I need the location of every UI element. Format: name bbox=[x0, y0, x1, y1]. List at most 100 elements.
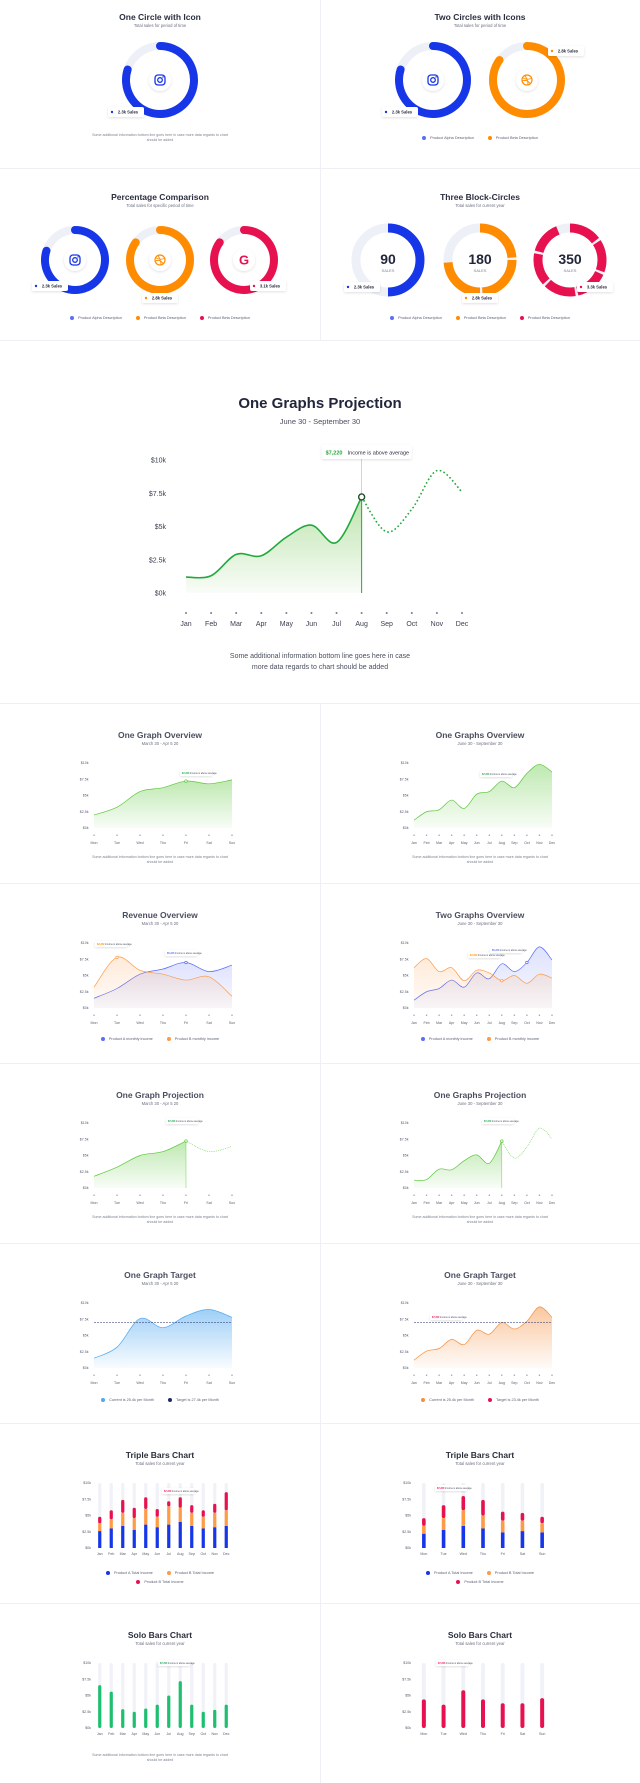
x-tick-label: Sat bbox=[206, 1381, 211, 1385]
chart-panel: One Graph Overview March 30 - Apr 5 20 $0k… bbox=[0, 703, 320, 883]
panel-subtitle: Total sales for period of time bbox=[133, 23, 187, 28]
badge-bg bbox=[32, 281, 68, 291]
icon-badge bbox=[149, 69, 171, 91]
panel-subtitle: March 30 - Apr 5 20 bbox=[141, 1281, 179, 1286]
bar-segment bbox=[213, 1512, 217, 1528]
x-tick-label: Thu bbox=[480, 1552, 486, 1556]
badge-text: 2.3k Sales bbox=[42, 284, 63, 289]
tooltip-value: $7,220 bbox=[437, 1487, 445, 1490]
bar-segment bbox=[461, 1496, 466, 1511]
x-tick-label: Sep bbox=[511, 1381, 517, 1385]
legend-item: Product Beta Description bbox=[199, 316, 250, 320]
x-tick-label: Aug bbox=[499, 841, 505, 845]
x-tick-label: Wed bbox=[460, 1732, 467, 1736]
icon-badge bbox=[64, 249, 86, 271]
y-tick-label: $2.5k bbox=[400, 1170, 409, 1174]
legend: Current is 25.4k per Month Target is 23.4… bbox=[320, 1398, 640, 1402]
chart-panel: Solo Bars Chart Total sales for current y… bbox=[320, 1603, 640, 1783]
legend-label: Product A Total Income bbox=[114, 1571, 153, 1575]
x-tick-dot bbox=[425, 834, 428, 836]
x-tick-label: Jan bbox=[411, 1201, 417, 1205]
tooltip-text: Income is above average bbox=[172, 1490, 199, 1493]
sales-badge: 3.3k Sales bbox=[577, 282, 613, 292]
x-tick-dot bbox=[463, 1014, 465, 1016]
legend-item: Product A Total Income bbox=[106, 1571, 153, 1575]
panel-subtitle: March 30 - Apr 5 20 bbox=[141, 921, 179, 926]
projection-line bbox=[501, 1127, 553, 1159]
tooltip-value: $7,220 bbox=[470, 954, 478, 957]
x-tick-label: Apr bbox=[449, 1021, 455, 1025]
x-tick-dot bbox=[162, 1374, 164, 1376]
x-tick-label: Apr bbox=[449, 841, 455, 845]
x-tick-dot bbox=[208, 1374, 210, 1376]
panel-subtitle: March 30 - Apr 5 20 bbox=[141, 741, 179, 746]
x-tick-dot bbox=[162, 1194, 164, 1196]
chart-svg: $0k $2.5k $5k $7.5k $10k Jan Feb Mar Apr May Jun Ju… bbox=[400, 1118, 555, 1205]
icon-part bbox=[154, 74, 166, 86]
divider bbox=[0, 168, 640, 169]
x-tick-dot bbox=[208, 834, 210, 836]
x-tick-label: Dec bbox=[549, 1021, 556, 1025]
highlight-point bbox=[115, 955, 119, 959]
legend: Product A monthly income Product B monthl… bbox=[0, 1037, 320, 1041]
x-tick-label: Nov bbox=[536, 1381, 543, 1385]
tooltip-value: $7,220 bbox=[182, 772, 190, 775]
instagram-icon bbox=[69, 254, 81, 266]
bar-segment bbox=[481, 1699, 485, 1728]
x-tick-label: Feb bbox=[108, 1732, 114, 1736]
y-tick-label: $10k bbox=[83, 1481, 91, 1485]
donut-caption: SALES bbox=[382, 268, 395, 273]
highlight-point bbox=[500, 1139, 504, 1143]
badge-text: 2.3k Sales bbox=[118, 110, 139, 115]
x-tick-label: Sat bbox=[520, 1552, 525, 1556]
series-line bbox=[413, 1140, 503, 1181]
y-tick-label: $10k bbox=[81, 1301, 89, 1305]
y-tick-label: $0k bbox=[403, 1366, 409, 1370]
x-tick-label: Jul bbox=[487, 1021, 492, 1025]
badge-bg bbox=[344, 282, 380, 292]
highlight-point bbox=[525, 960, 529, 965]
badge-bg bbox=[142, 293, 178, 303]
icon-part bbox=[77, 256, 79, 258]
chart-panel: Triple Bars Chart Total sales for current… bbox=[0, 1423, 320, 1603]
x-tick-dot bbox=[235, 612, 238, 614]
x-tick-label: Jun bbox=[474, 841, 480, 845]
highlight-point bbox=[184, 960, 188, 965]
legend: Product Alpha Description Product Beta D… bbox=[320, 136, 640, 140]
tooltip-value: $7,220 bbox=[482, 773, 490, 776]
x-tick-label: Jan bbox=[97, 1552, 103, 1556]
y-tick-label: $5k bbox=[403, 794, 409, 798]
legend-dot bbox=[486, 1037, 491, 1041]
bar-segment bbox=[167, 1695, 171, 1728]
sales-badge: 2.8k Sales bbox=[462, 293, 498, 303]
highlight-point bbox=[184, 779, 188, 783]
y-tick-label: $2.5k bbox=[80, 810, 89, 814]
tooltip-bg bbox=[435, 1485, 467, 1491]
x-tick-label: Apr bbox=[449, 1201, 455, 1205]
x-tick-dot bbox=[438, 1374, 440, 1376]
legend-label: Current is 25.4k per Month bbox=[429, 1398, 475, 1402]
y-tick-label: $7.5k bbox=[400, 1137, 409, 1141]
x-tick-label: Aug bbox=[177, 1732, 183, 1736]
x-tick-dot bbox=[335, 612, 338, 614]
projection-line bbox=[185, 1140, 233, 1153]
x-tick-label: Mar bbox=[120, 1732, 127, 1736]
donut-chart: 2.3k Sales 2.8k Sales bbox=[382, 42, 584, 118]
bar-segment bbox=[201, 1528, 205, 1548]
badge-text: 3.3k Sales bbox=[587, 285, 608, 290]
x-tick-dot bbox=[438, 1194, 440, 1196]
bar-segment bbox=[441, 1505, 446, 1519]
x-tick-label: Fri bbox=[501, 1732, 505, 1736]
donut-segment bbox=[533, 253, 550, 285]
bar-segment bbox=[213, 1527, 217, 1548]
tooltip-value: $7,220 bbox=[160, 1662, 168, 1665]
badge-bg bbox=[382, 107, 418, 117]
bar-segment bbox=[121, 1709, 125, 1728]
tooltip-text: Income is above average bbox=[492, 1120, 519, 1123]
tooltip-text: Income is above average bbox=[440, 1316, 467, 1319]
icon-part: G bbox=[239, 253, 249, 268]
x-tick-dot bbox=[513, 1014, 516, 1016]
x-tick-label: Mon bbox=[91, 1381, 98, 1385]
legend-label: Product Beta Description bbox=[143, 316, 186, 320]
